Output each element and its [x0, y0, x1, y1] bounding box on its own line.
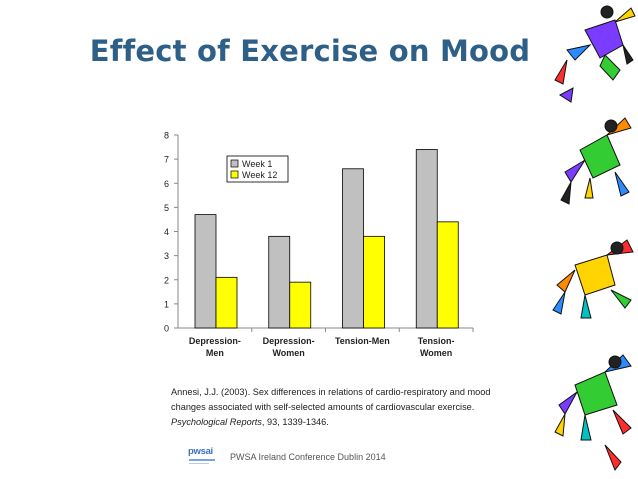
figure-1-icon	[554, 5, 636, 103]
bar-week1	[268, 235, 291, 329]
slide-title: Effect of Exercise on Mood	[89, 34, 531, 68]
y-tick-label: 7	[164, 155, 169, 165]
bar-week12	[289, 281, 312, 329]
y-tick-label: 4	[164, 227, 169, 237]
citation-journal: Psychological Reports	[171, 417, 262, 427]
logo-underline-2	[189, 463, 209, 464]
bar-week1	[415, 149, 438, 329]
bar-chart: 0 1 2 3 4 5 6 7 8 Depression-Men Depression-Women T…	[143, 121, 483, 383]
legend-label: Week 1	[242, 159, 272, 169]
bar-chart-svg: 0 1 2 3 4 5 6 7 8 Depression-Men Depression-Women T…	[164, 131, 474, 358]
logo-underline	[189, 459, 215, 461]
citation-tail: , 93, 1339-1346.	[261, 417, 329, 427]
figure-2-icon	[560, 117, 632, 205]
logo-text: pwsai	[188, 446, 213, 457]
bar-week12	[436, 221, 459, 329]
x-tick-label: Tension-Women	[418, 336, 455, 358]
x-tick-label: Tension-Men	[335, 336, 390, 346]
x-tick-label: Depression-Women	[263, 336, 315, 358]
y-tick-label: 1	[164, 299, 169, 309]
citation-text: Annesi, J.J. (2003). Sex differences in …	[171, 387, 491, 412]
citation: Annesi, J.J. (2003). Sex differences in …	[171, 385, 501, 430]
y-tick-label: 3	[164, 251, 169, 261]
decorative-figures	[552, 5, 636, 472]
figure-4-icon	[554, 354, 632, 472]
legend-label: Week 12	[242, 170, 277, 180]
figure-3-icon	[552, 239, 634, 319]
legend-swatch	[230, 159, 239, 168]
bar-week12	[363, 235, 385, 329]
x-tick-label: Depression-Men	[189, 336, 241, 358]
bar-week1	[342, 168, 364, 329]
y-tick-label: 2	[164, 275, 169, 285]
y-tick-label: 0	[164, 324, 169, 334]
y-tick-label: 6	[164, 179, 169, 189]
footer-text: PWSA Ireland Conference Dublin 2014	[230, 452, 386, 462]
bar-week12	[215, 276, 238, 329]
bar-week1	[194, 214, 217, 329]
y-tick-label: 8	[164, 131, 169, 141]
legend-swatch	[230, 170, 239, 179]
pwsai-logo: pwsai	[186, 446, 220, 468]
y-tick-label: 5	[164, 203, 169, 213]
